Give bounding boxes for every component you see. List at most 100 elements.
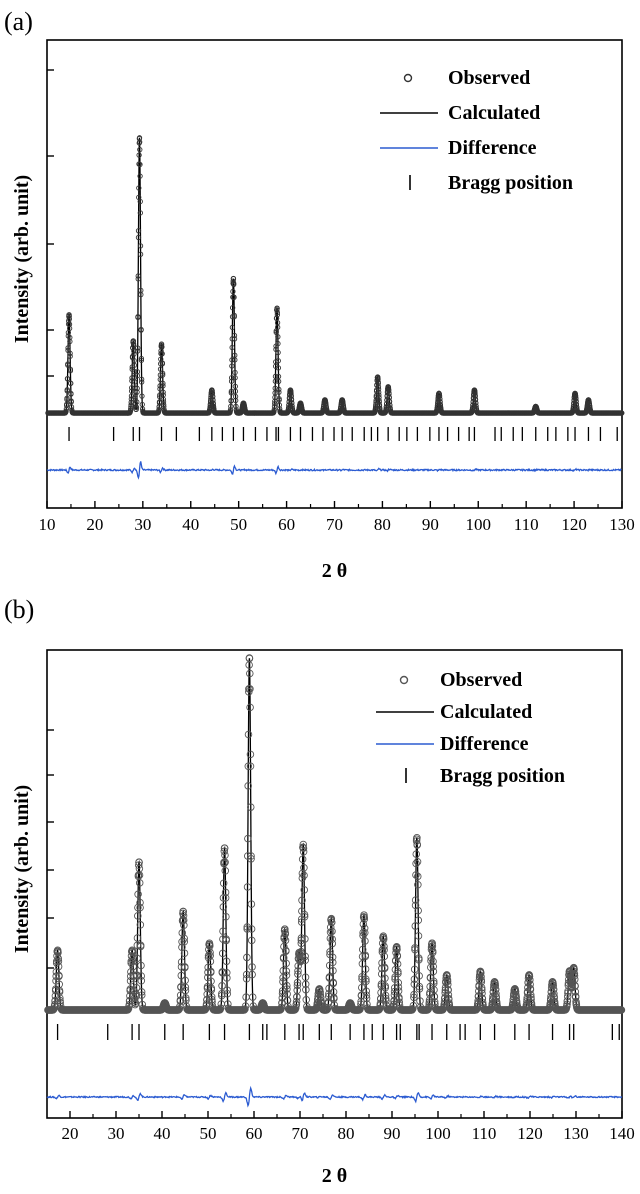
observed-point <box>550 997 559 1006</box>
observed-point <box>411 896 420 904</box>
observed-point <box>131 368 138 375</box>
observed-point <box>379 935 388 944</box>
observed-point <box>247 852 255 860</box>
observed-point <box>133 934 142 942</box>
observed-point <box>438 407 444 414</box>
observed-point <box>132 394 138 400</box>
observed-point <box>138 376 145 382</box>
observed-point <box>248 963 256 971</box>
observed-point <box>508 1001 517 1009</box>
observed-point <box>135 228 142 234</box>
observed-point <box>427 953 435 962</box>
observed-point <box>393 945 401 954</box>
legend: Observed Calculated Difference Bragg positi… <box>376 669 565 787</box>
observed-point <box>132 385 138 391</box>
x-tick-label: 30 <box>108 1124 125 1143</box>
observed-point <box>412 859 420 868</box>
observed-point <box>474 997 482 1005</box>
observed-point <box>132 396 138 402</box>
observed-point <box>177 963 186 971</box>
observed-point <box>137 976 146 985</box>
observed-point <box>313 1001 321 1009</box>
observed-point <box>179 907 187 916</box>
observed-point <box>272 394 278 400</box>
observed-point <box>55 971 63 980</box>
observed-point <box>130 994 139 1002</box>
legend: Observed Calculated Difference Bragg positi… <box>380 67 573 194</box>
observed-point <box>574 404 580 410</box>
observed-point <box>63 408 69 414</box>
observed-point <box>414 932 423 940</box>
observed-point <box>137 251 144 257</box>
observed-point <box>288 397 295 403</box>
observed-point <box>299 409 306 415</box>
observed-point <box>206 948 214 957</box>
observed-point <box>434 403 441 409</box>
observed-point <box>571 993 580 1002</box>
x-tick-label: 60 <box>278 515 295 534</box>
observed-point <box>527 991 535 999</box>
observed-point <box>160 380 166 387</box>
observed-point <box>128 949 137 957</box>
observed-point <box>328 939 337 948</box>
observed-point <box>380 963 389 972</box>
panel-a: 10 20 30 40 50 60 70 80 90 100 110 120 130 2 θ Intensi… <box>11 39 635 582</box>
observed-point <box>206 967 215 976</box>
observed-point <box>157 394 163 400</box>
observed-point <box>273 359 279 365</box>
observed-point <box>395 998 403 1007</box>
observed-point <box>248 970 256 979</box>
observed-point <box>217 991 226 1000</box>
observed-point <box>129 962 137 971</box>
observed-point <box>230 305 236 311</box>
observed-point <box>233 403 239 410</box>
observed-point <box>325 974 334 982</box>
observed-point <box>136 185 142 191</box>
observed-point <box>281 925 289 933</box>
x-tick-label: 60 <box>246 1124 263 1143</box>
observed-point <box>158 348 164 354</box>
observed-point <box>135 879 144 887</box>
observed-point <box>394 979 403 987</box>
observed-point <box>203 990 211 998</box>
observed-point <box>137 972 145 980</box>
observed-point <box>229 363 235 369</box>
observed-point <box>177 958 186 966</box>
legend-bragg-label: Bragg position <box>448 172 573 194</box>
observed-point <box>472 388 478 394</box>
observed-point <box>362 977 370 986</box>
observed-point <box>569 971 577 980</box>
observed-point <box>444 991 453 999</box>
x-tick-label: 70 <box>326 515 343 534</box>
observed-point <box>56 994 64 1002</box>
observed-point <box>357 997 365 1006</box>
observed-point <box>223 989 232 998</box>
observed-point <box>358 959 367 968</box>
observed-point <box>410 990 418 999</box>
observed-point <box>380 952 389 961</box>
observed-point <box>381 984 390 992</box>
observed-point <box>68 398 74 404</box>
observed-point <box>282 959 290 968</box>
observed-point <box>232 352 238 358</box>
x-tick-label: 40 <box>154 1124 171 1143</box>
observed-point <box>299 840 308 849</box>
observed-point <box>299 844 308 852</box>
observed-point <box>160 389 166 395</box>
observed-point <box>221 888 230 897</box>
observed-point <box>231 294 237 301</box>
observed-point <box>229 357 235 363</box>
observed-point <box>293 981 302 990</box>
observed-point <box>273 329 279 336</box>
observed-point <box>231 332 238 339</box>
observed-point <box>282 967 291 976</box>
observed-point <box>68 380 74 387</box>
observed-point <box>619 410 625 416</box>
observed-point <box>246 669 254 678</box>
observed-point <box>64 375 71 382</box>
observed-point <box>293 978 302 987</box>
observed-point <box>243 925 251 933</box>
observed-point <box>415 954 423 962</box>
x-tick-label: 120 <box>561 515 587 534</box>
